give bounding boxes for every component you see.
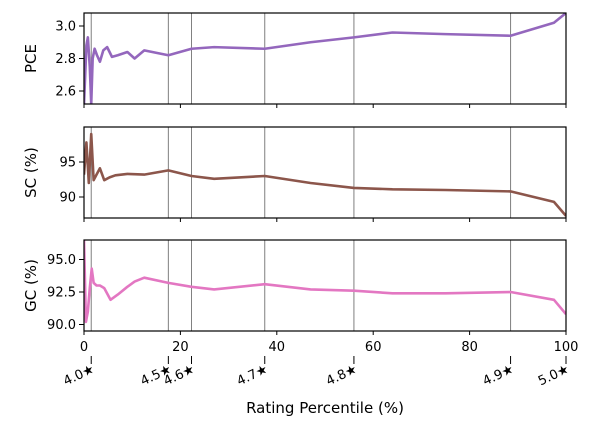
- y-axis-label: PCE: [22, 44, 40, 73]
- y-tick-label: 92.5: [47, 286, 76, 301]
- y-axis-label: GC (%): [22, 259, 40, 312]
- x-tick-label: 80: [461, 340, 478, 355]
- panel-1: 90 95 SC (%): [22, 126, 567, 222]
- x-tick-label: 20: [172, 340, 189, 355]
- x-tick-label: 100: [554, 340, 579, 355]
- panel-2: 90.0 92.5 95.0 GC (%): [22, 239, 567, 335]
- rating-marker-label: 4.7★: [235, 362, 271, 389]
- x-tick-label: 40: [269, 340, 286, 355]
- y-axis-label: SC (%): [22, 147, 40, 198]
- x-tick-label: 60: [365, 340, 382, 355]
- y-tick-label: 2.8: [55, 52, 76, 67]
- y-tick-label: 95: [59, 156, 76, 171]
- panel-frame: [83, 126, 567, 219]
- y-tick-label: 90: [59, 191, 76, 206]
- rating-marker-label: 4.9★: [481, 362, 517, 389]
- panels-group: 2.6 2.8 3.0 PCE 90 95 SC (%) 90.0 92.5 95.0 GC (%): [22, 12, 567, 335]
- y-tick-label: 2.6: [55, 85, 76, 100]
- y-tick-label: 95.0: [47, 253, 76, 268]
- series-line: [84, 132, 566, 217]
- panel-frame: [83, 239, 567, 332]
- rating-marker-label: 4.0★: [61, 362, 97, 389]
- series-line: [84, 13, 566, 104]
- x-tick-label: 0: [80, 340, 88, 355]
- rating-marker-label: 5.0★: [536, 362, 572, 389]
- panel-0: 2.6 2.8 3.0 PCE: [22, 12, 567, 108]
- y-tick-label: 3.0: [55, 20, 76, 35]
- y-tick-label: 90.0: [47, 318, 76, 333]
- series-line: [84, 240, 566, 324]
- x-axis-label: Rating Percentile (%): [246, 399, 404, 417]
- panel-frame: [83, 12, 567, 105]
- rating-marker-label: 4.8★: [324, 362, 360, 389]
